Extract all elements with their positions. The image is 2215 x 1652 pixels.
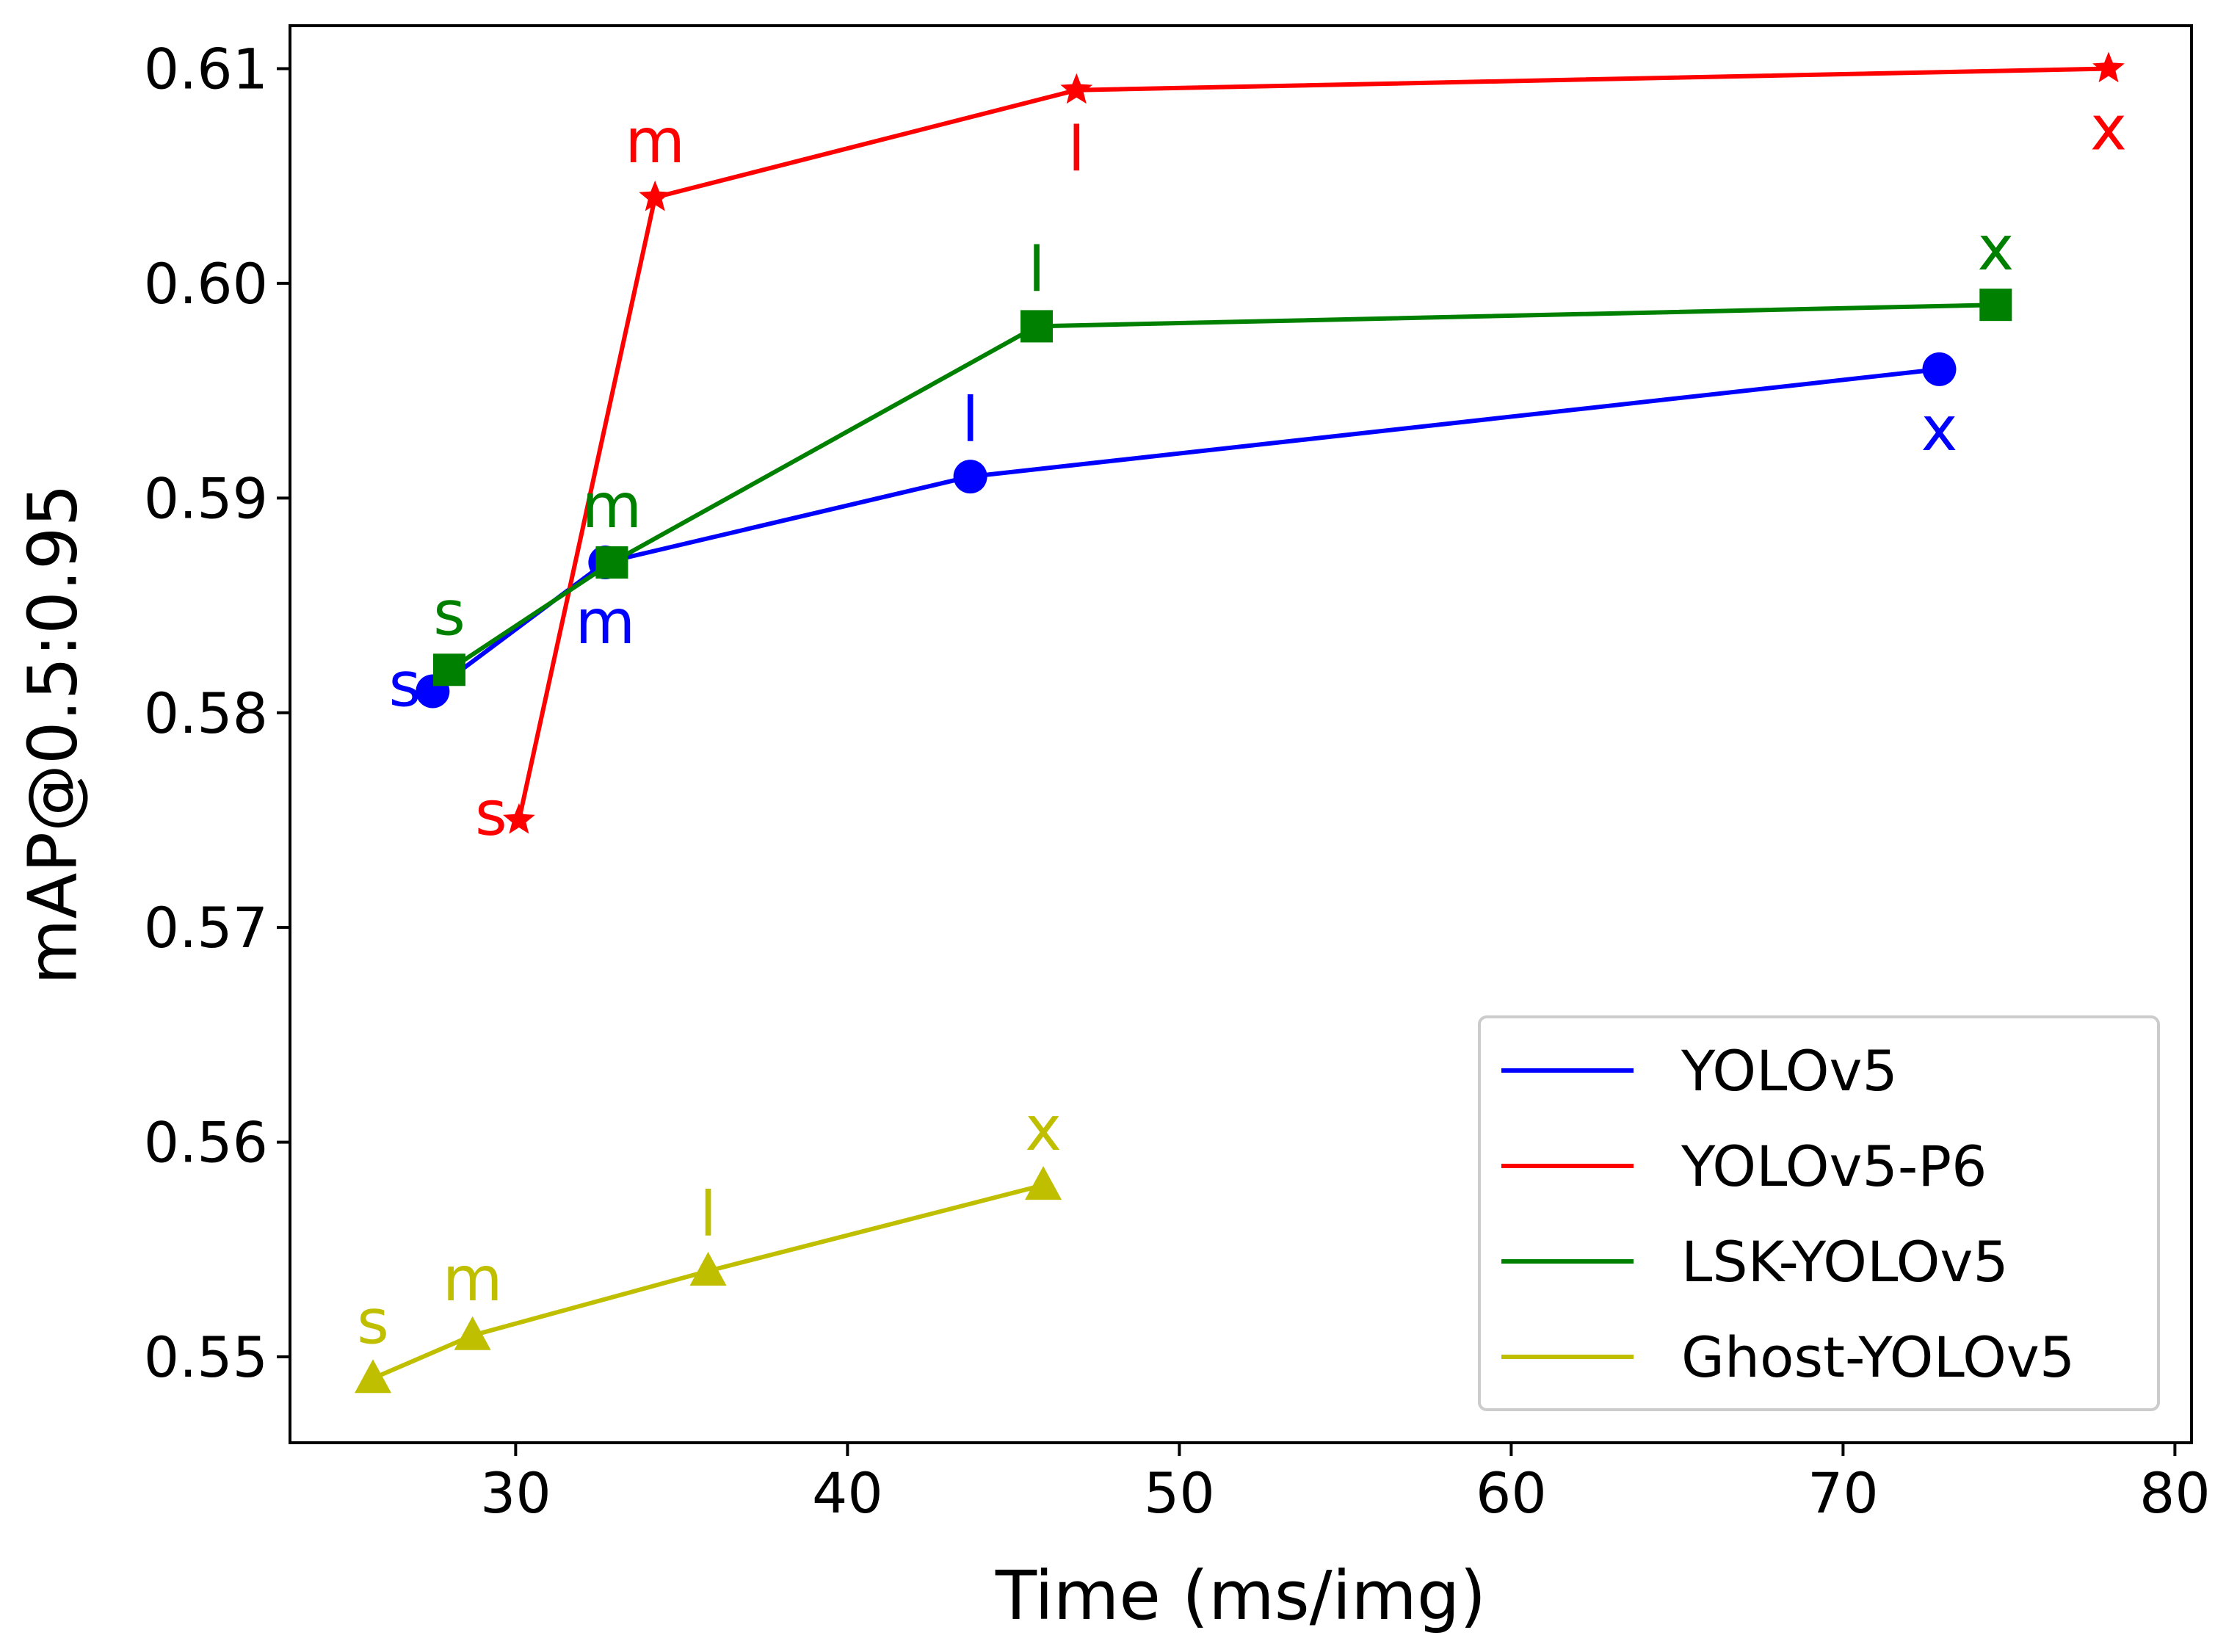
data-point-x: [1025, 1166, 1062, 1200]
data-point-x: [2092, 51, 2125, 83]
data-point-s: [503, 803, 535, 834]
legend-label: YOLOv5-P6: [1681, 1134, 1987, 1199]
data-point-l: [1021, 310, 1054, 343]
data-point-s: [432, 653, 465, 686]
data-point-l: [953, 460, 987, 494]
legend-box: [1478, 1015, 2160, 1411]
x-axis: 30 40 50 60 70 80: [480, 1443, 2211, 1526]
data-point-x: [1922, 352, 1957, 386]
series-line: [431, 366, 1940, 693]
data-label-l: l: [700, 1178, 717, 1250]
legend-entry: YOLOv5-P6: [1501, 1134, 1987, 1199]
data-label-x: x: [1921, 393, 1958, 465]
legend-label: YOLOv5: [1681, 1038, 1898, 1104]
x-tick-label: 30: [480, 1460, 551, 1526]
series-line: [371, 1183, 1044, 1381]
legend-entry: Ghost-YOLOv5: [1501, 1325, 2075, 1390]
y-tick-label: 0.58: [144, 681, 268, 746]
data-point-x: [1979, 289, 2012, 322]
data-label-m: m: [582, 470, 642, 542]
data-label-l: l: [962, 384, 979, 456]
data-point-s: [355, 1359, 392, 1394]
series-line: [516, 66, 2109, 821]
y-axis: 0.55 0.56 0.57 0.58 0.59 0.60 0.61: [144, 36, 290, 1390]
data-point-m: [639, 180, 672, 211]
plot-frame: [289, 24, 2193, 1444]
data-label-s: s: [475, 778, 507, 849]
data-label-x: x: [1025, 1093, 1062, 1164]
y-tick-label: 0.59: [144, 465, 268, 531]
data-label-m: m: [443, 1243, 503, 1315]
legend: YOLOv5 YOLOv5-P6 LSK-YOLOv5 Ghost-YOLOv5: [1478, 1015, 2160, 1411]
data-point-m: [454, 1316, 491, 1350]
data-label-m: m: [625, 105, 685, 177]
x-tick-label: 80: [2139, 1460, 2211, 1526]
data-label-s: s: [388, 649, 421, 721]
data-point-m: [595, 546, 628, 579]
data-point-l: [689, 1252, 727, 1286]
data-label-s: s: [433, 577, 465, 649]
series-ghost-yolov5: sm l x: [355, 1093, 1062, 1394]
data-label-m: m: [575, 586, 635, 658]
x-tick-label: 70: [1808, 1460, 1879, 1526]
y-tick-label: 0.56: [144, 1110, 268, 1175]
series-yolov5-p6: s m l x: [475, 51, 2127, 849]
series-line: [448, 302, 1996, 672]
data-point-l: [1060, 73, 1093, 104]
x-tick-label: 40: [812, 1460, 883, 1526]
x-axis-label: Time (ms/img): [995, 1557, 1486, 1635]
data-label-s: s: [357, 1286, 389, 1358]
legend-label: Ghost-YOLOv5: [1681, 1325, 2075, 1390]
x-tick-label: 50: [1144, 1460, 1215, 1526]
y-axis-label: mAP@0.5:0.95: [13, 484, 92, 985]
y-tick-label: 0.57: [144, 895, 268, 960]
y-tick-label: 0.61: [144, 36, 268, 101]
data-label-x: x: [2090, 92, 2127, 164]
legend-entry: YOLOv5: [1501, 1038, 1898, 1104]
x-tick-label: 60: [1476, 1460, 1547, 1526]
data-label-l: l: [1028, 233, 1045, 305]
y-tick-label: 0.55: [144, 1325, 268, 1390]
series-lsk-yolov5: s m l x: [432, 212, 2014, 686]
data-label-l: l: [1068, 114, 1085, 186]
y-tick-label: 0.60: [144, 251, 268, 316]
data-label-x: x: [1977, 212, 2014, 284]
legend-entry: LSK-YOLOv5: [1501, 1229, 2009, 1294]
legend-label: LSK-YOLOv5: [1681, 1229, 2009, 1294]
